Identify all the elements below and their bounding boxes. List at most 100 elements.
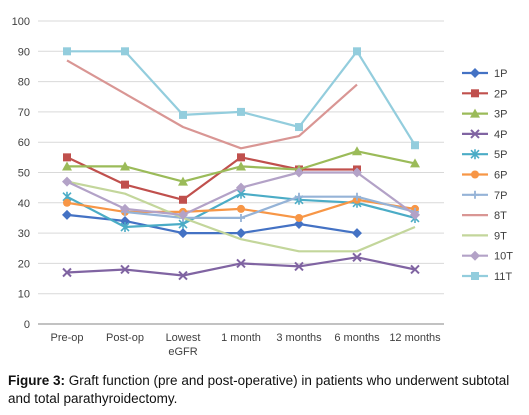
x-tick-label: Lowest eGFR [166,332,201,358]
data-point [178,270,188,281]
x-tick-label: 3 months [276,332,322,344]
legend-label: 10T [494,251,513,263]
y-tick-label: 50 [18,168,30,180]
series-line [66,213,358,235]
legend-label: 9T [494,230,507,242]
legend-item: 4P [462,129,507,141]
legend-item: 11T [462,271,512,283]
series-8t [66,59,358,150]
y-tick-label: 10 [18,289,30,301]
data-point [470,129,480,139]
data-point [352,167,362,178]
data-point [352,228,362,239]
gridlines [38,20,444,325]
data-point [178,228,188,239]
data-point [410,209,420,220]
x-axis-ticks: Pre-op Post-op Lowest eGFR 1 month 3 months 6 … [50,332,441,358]
y-tick-label: 60 [18,137,30,149]
legend-item: 8T [462,210,507,222]
series-11t [63,47,419,150]
data-point [236,161,246,171]
data-point [352,146,362,156]
legend-label: 2P [494,88,507,100]
figure-caption: Figure 3: Graft function (pre and post-o… [8,372,523,408]
series-9t [66,180,416,253]
data-point [411,141,419,150]
data-point [295,192,303,201]
legend-item: 6P [462,170,507,182]
data-point [471,170,479,179]
data-point [294,219,304,230]
data-point [295,123,303,132]
data-point [353,192,361,201]
series-line [67,50,416,146]
series-line [66,180,416,253]
x-tick-label: Pre-op [50,332,83,344]
data-point [294,167,304,178]
data-point [236,258,246,269]
data-point [63,153,71,162]
legend-label: 7P [494,190,507,202]
data-point [179,195,187,204]
y-tick-label: 0 [24,319,30,331]
data-point [178,209,188,220]
data-point [353,47,361,56]
x-tick-label: 1 month [221,332,261,344]
data-point [470,250,480,261]
y-tick-label: 90 [18,46,30,58]
series-line [66,59,358,150]
y-tick-label: 80 [18,77,30,89]
series-10t [62,167,420,220]
legend-label: 5P [494,149,507,161]
x-tick-label: Post-op [106,332,144,344]
x-tick-label: 12 months [389,332,441,344]
data-point [237,153,245,162]
y-tick-label: 40 [18,198,30,210]
legend-item: 5P [462,149,507,161]
legend-label: 3P [494,109,507,121]
data-point [120,222,130,233]
x-tick-label: 6 months [334,332,380,344]
data-point [471,272,479,280]
data-point [352,252,362,263]
data-point [120,264,130,275]
data-point [471,89,479,98]
data-point [294,261,304,272]
series-line [66,256,416,277]
y-tick-label: 20 [18,258,30,270]
data-point [410,158,420,168]
data-point [120,161,130,171]
data-point [295,213,303,222]
legend-item: 1P [462,68,507,80]
line-chart: 0 10 20 30 40 50 60 70 80 90 100 Pre-op Post-op Lowes… [12,16,514,358]
y-axis-ticks: 0 10 20 30 40 50 60 70 80 90 100 [12,16,30,331]
legend-item: 10T [462,250,513,263]
data-point [470,68,480,78]
series-4p [62,252,420,281]
data-point [236,182,246,193]
data-point [121,180,129,189]
data-point [62,176,72,187]
data-point [62,267,72,278]
data-point [470,149,480,160]
legend: 1P 2P 3P 4P 5P 6P 7P 8T 9T 10T 11T [462,68,513,283]
legend-label: 11T [494,271,512,283]
series-line [66,156,357,201]
legend-label: 8T [494,210,507,222]
series-line [124,195,416,219]
data-point [237,213,245,222]
y-tick-label: 30 [18,228,30,240]
y-tick-label: 70 [18,107,30,119]
legend-item: 7P [462,190,507,202]
data-point [237,204,245,213]
data-point [178,176,188,186]
caption-text: Graft function (pre and post-operative) … [8,373,510,406]
data-point [236,228,246,239]
legend-item: 2P [462,88,507,100]
series-group [62,47,420,281]
data-point [63,198,71,207]
legend-label: 4P [494,129,507,141]
data-point [62,161,72,171]
data-point [62,209,72,220]
data-point [471,190,479,199]
